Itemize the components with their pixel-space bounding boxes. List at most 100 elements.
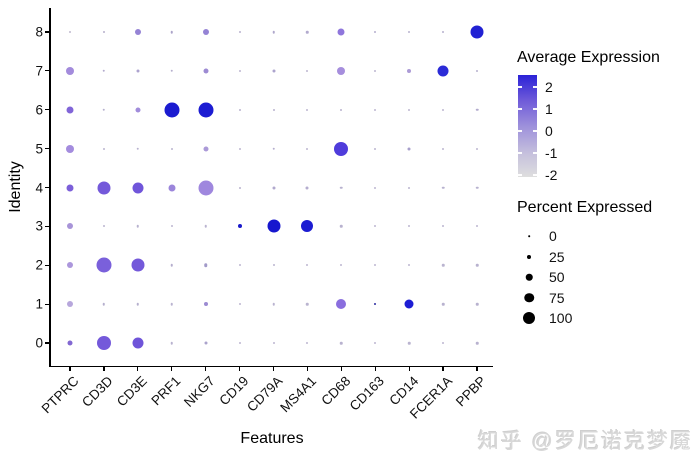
dot-PTPRC-id8	[69, 31, 71, 33]
y-tick-mark	[45, 264, 50, 266]
color-legend-title: Average Expression	[517, 49, 660, 66]
dot-CD3D-id3	[102, 225, 105, 228]
x-axis-title: Features	[240, 430, 304, 447]
dot-CD14-id0	[407, 341, 411, 345]
dot-CD3D-id0	[96, 336, 111, 350]
x-tick-mark	[340, 366, 342, 371]
dot-CD79A-id2	[272, 264, 275, 267]
dot-CD3E-id3	[136, 225, 140, 228]
y-tick-label: 2	[35, 257, 43, 273]
dot-CD79A-id0	[272, 342, 275, 344]
dot-CD19-id0	[238, 342, 241, 344]
dot-PRF1-id2	[170, 264, 173, 267]
colorbar-tick-notch	[533, 152, 537, 154]
dot-CD68-id2	[340, 264, 343, 267]
dot-PRF1-id5	[170, 147, 173, 150]
dot-NKG7-id5	[203, 146, 209, 152]
y-tick-label: 5	[35, 140, 43, 156]
dot-PRF1-id8	[170, 30, 173, 34]
color-legend-gradient-bar	[518, 75, 537, 177]
size-legend-tick-label: 100	[549, 310, 573, 326]
colorbar-tick-notch	[533, 130, 537, 132]
x-tick-label: PPBP	[452, 372, 489, 409]
dot-CD163-id3	[374, 225, 377, 228]
dot-MS4A1-id3	[301, 220, 314, 233]
dot-NKG7-id4	[198, 180, 214, 195]
x-tick-mark	[272, 366, 275, 371]
dot-FCER1A-id0	[442, 342, 445, 344]
dot-NKG7-id7	[203, 68, 209, 74]
dot-PTPRC-id1	[67, 301, 73, 308]
dot-FCER1A-id1	[441, 302, 445, 306]
dot-CD68-id3	[340, 225, 343, 228]
dot-CD68-id6	[340, 108, 343, 111]
dot-PTPRC-id3	[67, 223, 73, 230]
dot-CD14-id6	[408, 108, 411, 111]
color-legend-tick-label: -1	[545, 145, 558, 161]
dot-CD163-id6	[374, 108, 377, 111]
dot-CD14-id7	[407, 68, 412, 73]
dot-CD19-id1	[238, 303, 241, 306]
dot-NKG7-id0	[204, 341, 208, 345]
dot-NKG7-id8	[202, 29, 209, 35]
dot-CD3E-id7	[136, 69, 140, 73]
dot-NKG7-id6	[198, 102, 214, 118]
y-tick-label: 8	[35, 24, 43, 40]
dot-CD3D-id7	[102, 69, 106, 73]
dot-PPBP-id3	[476, 225, 478, 228]
x-tick-mark	[408, 366, 410, 371]
size-legend-tick-label: 50	[549, 269, 565, 285]
colorbar-tick-notch	[518, 152, 522, 154]
dot-CD19-id7	[238, 69, 241, 72]
dot-CD163-id1	[374, 303, 377, 306]
y-tick-label: 7	[35, 63, 43, 79]
dot-FCER1A-id8	[442, 31, 445, 33]
dot-CD68-id5	[334, 141, 349, 156]
x-tick-label: CD3E	[113, 372, 150, 409]
dot-CD79A-id4	[272, 186, 275, 189]
dot-MS4A1-id4	[305, 186, 309, 189]
dot-PPBP-id2	[475, 264, 479, 267]
x-tick-label: PRF1	[148, 372, 184, 408]
y-tick-label: 4	[35, 179, 43, 195]
color-legend-tick-label: -2	[545, 167, 558, 183]
dot-PTPRC-id6	[66, 106, 74, 114]
dot-CD14-id1	[404, 299, 414, 309]
x-tick-mark	[306, 366, 308, 371]
size-legend-tick-label: 25	[549, 248, 565, 265]
dot-NKG7-id1	[203, 302, 208, 307]
y-tick-mark	[45, 70, 50, 72]
dot-MS4A1-id2	[306, 264, 309, 267]
dot-CD163-id0	[374, 342, 377, 344]
dot-CD3E-id5	[136, 147, 140, 150]
dot-PTPRC-id4	[66, 184, 74, 191]
dot-PRF1-id4	[168, 184, 176, 191]
dot-CD19-id6	[238, 108, 241, 111]
dot-CD19-id8	[238, 31, 241, 33]
x-tick-mark	[374, 366, 376, 371]
dot-CD68-id4	[340, 186, 343, 189]
colorbar-tick-notch	[518, 130, 522, 132]
y-tick-mark	[45, 225, 50, 227]
x-tick-mark	[205, 366, 207, 371]
colorbar-tick-notch	[518, 86, 522, 88]
dot-CD14-id5	[407, 147, 411, 151]
dot-MS4A1-id5	[306, 147, 309, 150]
size-legend-dot-0	[528, 235, 530, 237]
x-tick-mark	[137, 366, 139, 371]
dot-PRF1-id1	[170, 302, 173, 306]
dot-CD3D-id2	[96, 257, 112, 273]
dot-FCER1A-id6	[442, 108, 445, 111]
y-tick-mark	[45, 31, 50, 33]
dot-CD163-id4	[374, 186, 377, 189]
y-tick-mark	[45, 109, 50, 111]
dot-PTPRC-id5	[66, 144, 74, 153]
size-legend-tick-label: 0	[549, 228, 557, 244]
dot-NKG7-id3	[204, 225, 207, 228]
dot-CD163-id7	[374, 69, 377, 72]
x-tick-label: CD163	[346, 372, 388, 414]
dot-CD79A-id5	[272, 147, 275, 150]
dot-MS4A1-id1	[306, 302, 309, 306]
dot-MS4A1-id8	[306, 30, 309, 34]
dot-FCER1A-id7	[437, 65, 449, 77]
